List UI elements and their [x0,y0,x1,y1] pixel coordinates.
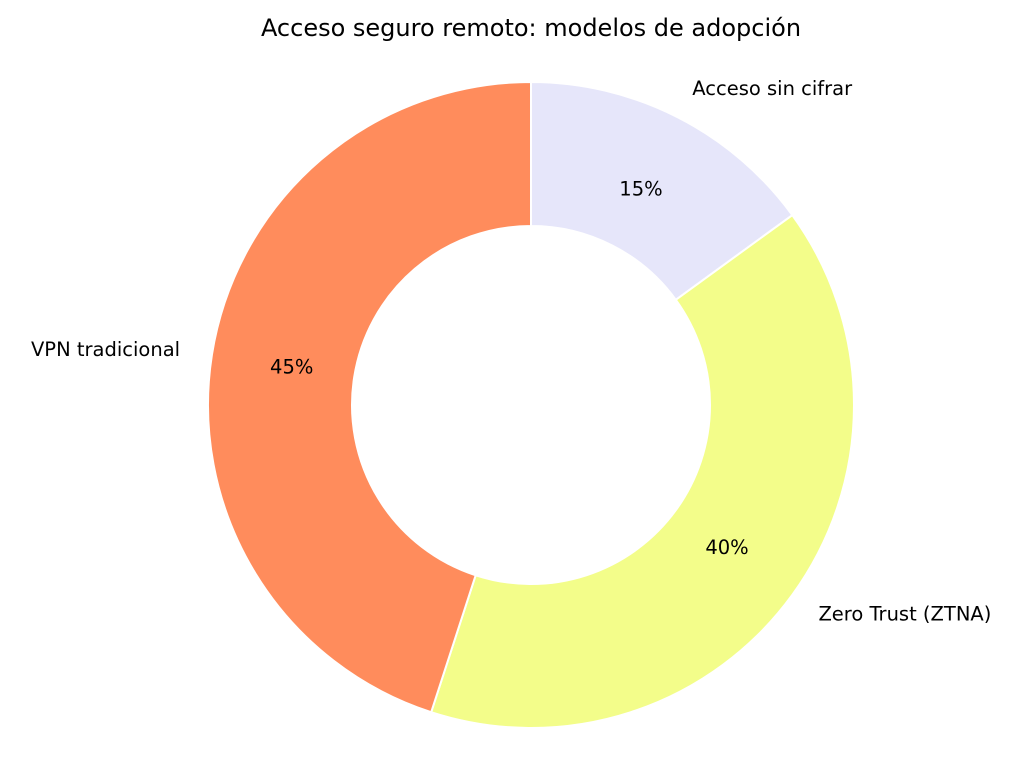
slice-percent-label: 15% [619,178,662,201]
labels-layer: 15% Acceso sin cifrar 40% Zero Trust (ZTNA)… [31,77,991,625]
donut-slice [429,213,855,729]
slice-category-label: VPN tradicional [31,338,180,361]
donut-slice [530,80,794,302]
slices-layer [207,80,855,729]
slice-category-label: Zero Trust (ZTNA) [818,602,991,625]
slice-percent-label: 45% [270,356,313,379]
chart-title: Acceso seguro remoto: modelos de adopció… [261,14,801,42]
slice-percent-label: 40% [705,536,748,559]
slice-category-label: Acceso sin cifrar [692,77,853,100]
donut-slice [207,80,532,714]
